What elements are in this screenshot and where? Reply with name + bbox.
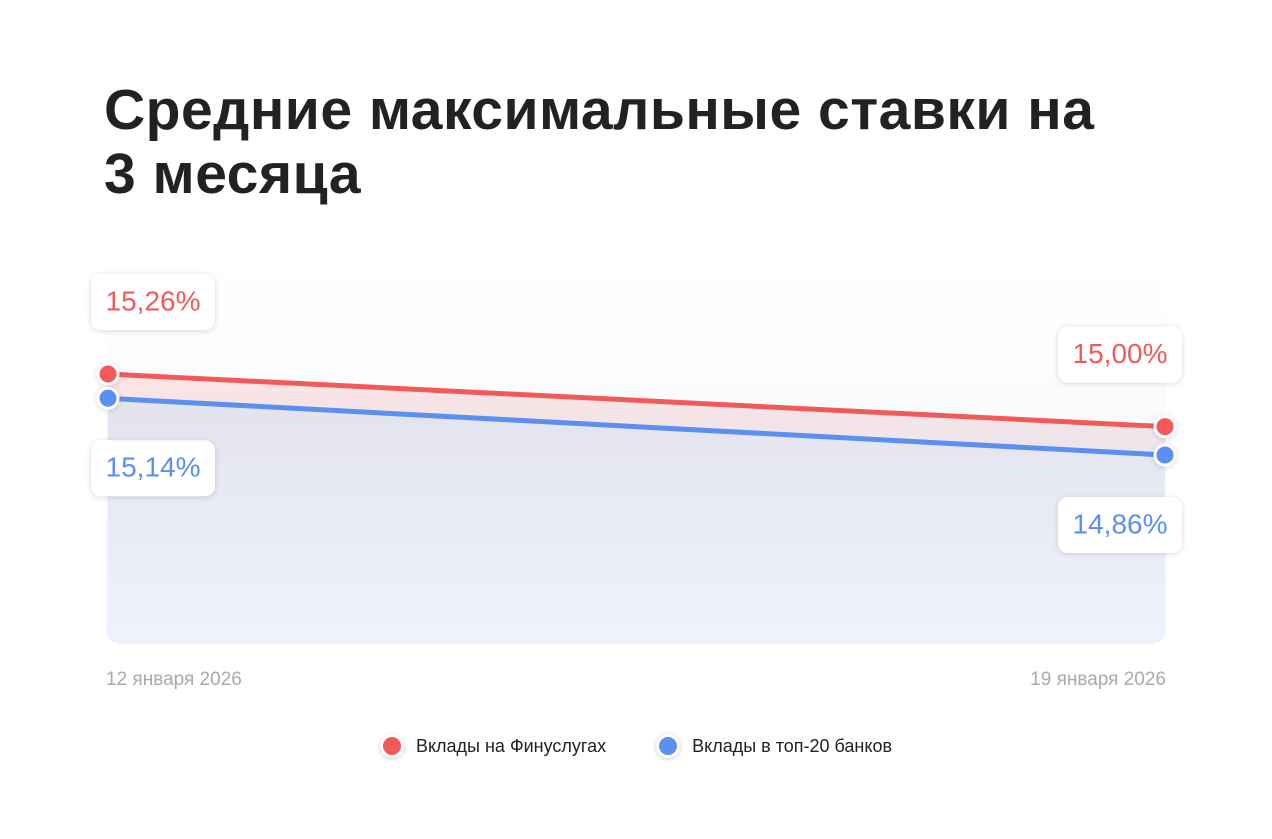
area: [108, 398, 1165, 644]
legend-marker: [656, 734, 681, 758]
point: [96, 362, 120, 386]
value-label-box: [1058, 326, 1182, 383]
value-label-box: [91, 274, 215, 330]
value-label: 14,86%: [1073, 508, 1168, 539]
value-label-box: [1058, 497, 1182, 553]
legend-label: Вклады на Финуслугах: [415, 735, 607, 756]
point: [1153, 415, 1177, 439]
legend: Вклады на Финуслугах Вклады в топ-20 банк…: [0, 734, 1272, 758]
line: [107, 395, 1166, 458]
value-label-box: [91, 440, 215, 497]
chart-title: Средние максимальные ставки на 3 месяца: [104, 78, 1095, 206]
legend-label: Вклады в топ-20 банков: [692, 735, 893, 756]
legend-item: Вклады на Финуслугах: [379, 734, 607, 758]
x-tick-label: 19 января 2026: [1030, 669, 1166, 690]
legend-marker: [379, 734, 404, 758]
value-label: 15,14%: [106, 452, 201, 483]
point: [96, 386, 120, 410]
legend-item: Вклады в топ-20 банков: [656, 734, 892, 758]
value-label: 15,00%: [1073, 338, 1168, 369]
line: [107, 371, 1166, 430]
value-label: 15,26%: [106, 285, 201, 316]
point: [1153, 443, 1177, 467]
x-tick-label: 12 января 2026: [106, 669, 242, 690]
